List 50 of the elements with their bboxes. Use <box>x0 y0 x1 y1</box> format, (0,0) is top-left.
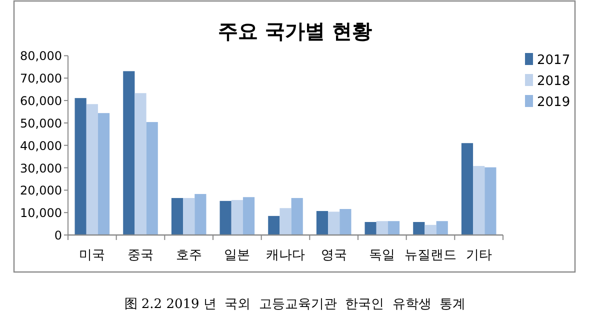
y-tick-label: 60,000 <box>20 94 62 108</box>
bar <box>328 212 340 235</box>
y-tick-label: 20,000 <box>20 184 62 198</box>
bar <box>146 122 158 235</box>
y-tick-label: 40,000 <box>20 138 62 153</box>
x-tick-label: 뉴질랜드 <box>404 248 456 263</box>
bar <box>74 98 86 235</box>
y-tick-label: 0 <box>54 228 62 242</box>
legend-label: 2019 <box>537 95 570 110</box>
bar <box>376 221 388 235</box>
bar <box>268 216 280 235</box>
chart-title: 주요 국가별 현황 <box>218 19 372 43</box>
bar <box>242 197 255 235</box>
bar <box>424 224 436 235</box>
y-tick-label: 30,000 <box>20 161 62 176</box>
bar <box>183 198 195 235</box>
bar <box>123 71 135 235</box>
y-tick-label: 80,000 <box>20 49 62 64</box>
y-tick-label: 70,000 <box>20 72 62 86</box>
bar <box>171 198 184 235</box>
bar <box>280 208 292 235</box>
x-tick-label: 일본 <box>224 248 250 263</box>
bar <box>291 198 303 235</box>
bar <box>98 113 110 235</box>
x-tick-label: 호주 <box>176 248 202 263</box>
bar <box>413 222 425 235</box>
x-tick-label: 중국 <box>128 248 154 263</box>
bar <box>340 209 352 235</box>
bar <box>220 200 232 235</box>
bar <box>461 143 474 235</box>
x-tick-label: 독일 <box>369 248 396 263</box>
bar <box>134 93 146 235</box>
bar <box>436 221 448 235</box>
x-tick-label: 영국 <box>320 248 347 263</box>
caption: 图 2.2 2019 년 국외 고등교육기관 한국인 유학생 통계 <box>124 297 466 312</box>
bar <box>388 221 400 235</box>
x-tick-label: 미국 <box>79 248 106 263</box>
legend-label: 2017 <box>537 53 570 68</box>
bar <box>231 200 243 235</box>
x-tick-label: 기타 <box>466 248 492 263</box>
bar <box>484 167 496 235</box>
y-tick-label: 10,000 <box>20 206 62 220</box>
bar <box>194 194 206 235</box>
bar <box>316 211 328 235</box>
legend-label: 2018 <box>537 74 570 89</box>
bar <box>364 222 376 235</box>
bar <box>86 104 98 235</box>
y-tick-label: 50,000 <box>20 116 62 130</box>
x-tick-label: 캐나다 <box>266 248 305 263</box>
bar <box>473 166 485 235</box>
